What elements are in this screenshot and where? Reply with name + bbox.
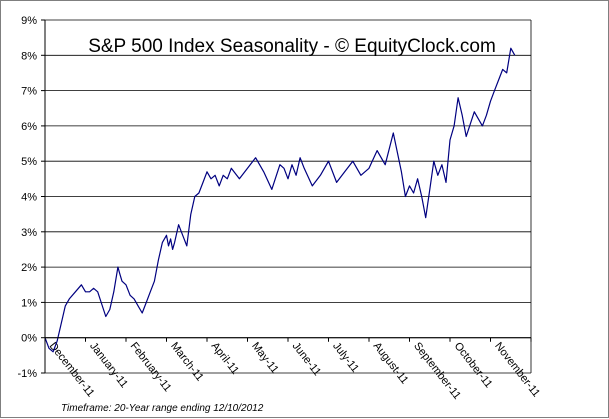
x-tick-label: June-11: [290, 340, 323, 378]
y-tick-label: 6%: [21, 121, 37, 133]
y-tick-label: 1%: [21, 297, 37, 309]
y-tick-label: 0%: [21, 333, 37, 345]
y-tick-label: 4%: [21, 192, 37, 204]
y-tick-label: 9%: [21, 15, 37, 27]
y-tick-label: 8%: [21, 50, 37, 62]
y-tick-label: 7%: [21, 86, 37, 98]
y-tick-label: 2%: [21, 262, 37, 274]
x-tick-label: April-11: [209, 340, 241, 377]
x-tick-label: July-11: [330, 340, 361, 375]
x-tick-label: January-11: [87, 340, 130, 390]
x-tick-label: August-11: [371, 340, 411, 386]
y-tick-label: -1%: [17, 368, 37, 380]
chart-title: S&P 500 Index Seasonality - © EquityCloc…: [88, 36, 496, 57]
x-tick-label: May-11: [249, 340, 281, 376]
timeframe-note: Timeframe: 20-Year range ending 12/10/20…: [61, 403, 264, 414]
gridlines: [45, 19, 532, 374]
x-tick-label: March-11: [168, 340, 206, 383]
y-axis-ticks: -1% 0% 1% 2% 3% 4% 5% 6% 7% 8% 9%: [17, 15, 45, 380]
x-tick-label: November-11: [492, 340, 542, 399]
x-tick-label: October-11: [452, 340, 495, 390]
seasonality-line: [44, 47, 516, 353]
x-tick-label: February-11: [128, 340, 174, 394]
y-tick-label: 3%: [21, 227, 37, 239]
x-axis-ticks: December-11January-11February-11March-11…: [44, 337, 542, 402]
y-tick-label: 5%: [21, 156, 37, 168]
